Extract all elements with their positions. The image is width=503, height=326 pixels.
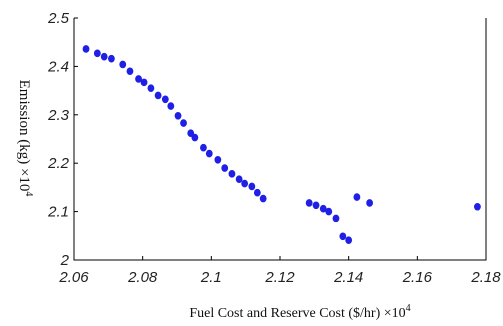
data-point [180, 119, 187, 127]
x-tick-label: 2.08 [127, 269, 158, 286]
data-point [312, 201, 320, 210]
data-point [305, 199, 313, 207]
data-point [332, 214, 340, 223]
data-point [161, 95, 169, 104]
y-axis-label-exponent: 4 [23, 191, 34, 196]
data-point [253, 188, 261, 197]
data-point [108, 54, 115, 63]
x-tick-label: 2.14 [333, 269, 363, 286]
data-point [140, 78, 148, 87]
data-point [100, 52, 108, 61]
x-axis-label-text: Fuel Cost and Reserve Cost ($/hr) ×10 [189, 306, 405, 321]
data-point [214, 156, 222, 164]
x-tick-label: 2.12 [264, 269, 295, 286]
data-point [154, 91, 162, 100]
x-axis-label-exponent: 4 [406, 303, 411, 314]
x-tick-label: 2.18 [470, 269, 501, 286]
data-point [93, 49, 101, 58]
x-tick-label: 2.1 [200, 269, 222, 286]
data-point [147, 84, 155, 92]
plot-area: 2.06 2.08 2.1 2.12 2.14 2.16 2.18 2 2.1 2.2 2.3 2.… [47, 10, 501, 286]
data-points [82, 45, 481, 244]
data-point [167, 102, 175, 110]
data-point [474, 202, 481, 211]
x-tick-label: 2.16 [402, 269, 433, 286]
x-axis-label: Fuel Cost and Reserve Cost ($/hr) ×104 [189, 303, 410, 321]
data-point [259, 194, 267, 203]
axes-frame [73, 18, 487, 261]
x-axis-ticks: 2.06 2.08 2.1 2.12 2.14 2.16 2.18 [58, 256, 501, 286]
data-point [325, 207, 333, 216]
x-tick-label: 2.06 [58, 269, 89, 286]
data-point [119, 60, 127, 69]
data-point [221, 164, 229, 172]
data-point [319, 204, 327, 213]
y-axis-label-text: Emission (kg) ×10 [16, 80, 32, 192]
data-point [135, 75, 142, 83]
y-axis-label: Emission (kg) ×104 [16, 80, 34, 197]
data-point [345, 236, 353, 244]
data-point [241, 179, 249, 188]
y-tick-label: 2.5 [47, 10, 70, 27]
data-point [339, 232, 347, 241]
data-point [228, 170, 236, 178]
data-point [191, 133, 199, 142]
y-tick-label: 2.1 [47, 204, 69, 221]
y-tick-label: 2.3 [47, 107, 70, 124]
y-axis-ticks: 2 2.1 2.2 2.3 2.4 2.5 [47, 10, 78, 269]
data-point [200, 143, 207, 152]
data-point [235, 175, 243, 183]
data-point [366, 199, 374, 207]
data-point [126, 67, 134, 76]
data-point [205, 149, 213, 158]
data-point [82, 45, 90, 53]
y-tick-label: 2 [60, 252, 70, 269]
data-point [353, 193, 361, 201]
data-point [248, 182, 256, 191]
y-tick-label: 2.2 [47, 155, 70, 172]
data-point [174, 111, 182, 120]
y-tick-label: 2.4 [47, 58, 69, 75]
